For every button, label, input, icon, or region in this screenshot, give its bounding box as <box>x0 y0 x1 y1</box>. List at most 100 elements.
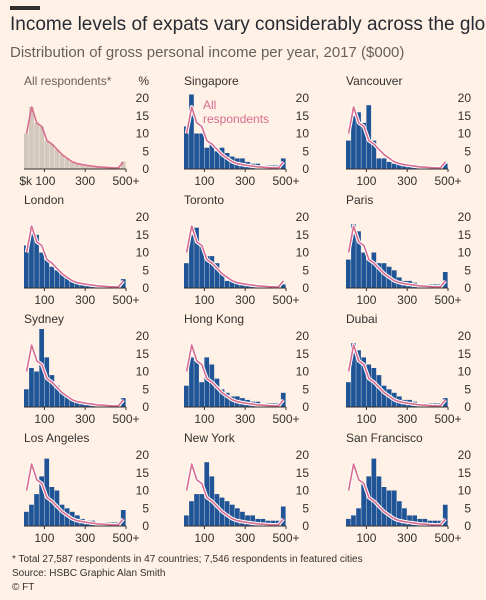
x-tick-label: 300 <box>235 412 255 426</box>
title-rule <box>10 6 40 10</box>
page-subtitle: Distribution of gross personal income pe… <box>10 44 405 61</box>
y-tick-label: 15 <box>136 109 150 123</box>
y-tick-label: 20 <box>136 210 150 224</box>
all-respondents-line <box>347 106 447 169</box>
histogram-bar <box>24 511 29 526</box>
y-tick-label: 5 <box>302 144 309 158</box>
histogram-bar <box>69 161 75 169</box>
histogram-bar <box>381 385 387 407</box>
histogram-bar <box>240 511 245 526</box>
histogram-bar <box>80 284 85 288</box>
histogram-bar <box>44 140 50 169</box>
x-tick-label: 100 <box>194 174 214 188</box>
all-respondents-line <box>185 225 285 288</box>
histogram-bar <box>189 94 194 169</box>
histogram-bar <box>219 389 225 407</box>
histogram-bar <box>34 122 39 169</box>
y-tick-label: 0 <box>302 281 309 295</box>
histogram-bar <box>381 487 387 526</box>
histogram-bar <box>189 357 194 407</box>
y-tick-label: 10 <box>458 246 472 260</box>
y-tick-label: 5 <box>464 382 471 396</box>
histogram-bar <box>356 112 361 169</box>
panel-title: Singapore <box>184 74 239 88</box>
histogram-bar <box>64 277 70 288</box>
histogram-bar <box>24 389 29 407</box>
histogram-bar <box>366 476 372 526</box>
histogram-bar <box>250 515 255 526</box>
panel-title: Hong Kong <box>184 312 244 326</box>
all-respondents-line <box>185 106 285 169</box>
histogram-bar <box>194 360 199 407</box>
y-tick-label: 20 <box>296 210 310 224</box>
histogram-bar <box>376 263 382 288</box>
all-respondents-line <box>25 463 125 526</box>
x-tick-label: 500+ <box>272 412 299 426</box>
histogram-bar <box>189 234 194 288</box>
histogram-bar <box>194 227 199 288</box>
histogram-bar <box>204 147 210 169</box>
all-respondents-line <box>185 344 285 407</box>
histogram-bar <box>371 368 377 407</box>
histogram-bar <box>34 234 39 288</box>
y-tick-label: 10 <box>136 246 150 260</box>
histogram-bar <box>214 263 220 288</box>
y-tick-label: 15 <box>458 466 472 480</box>
x-tick-label: 100 <box>356 293 376 307</box>
histogram-bar <box>199 245 204 288</box>
histogram-bar <box>366 259 372 288</box>
histogram-bar <box>59 273 65 288</box>
all-respondents-line <box>347 463 447 526</box>
histogram-bar <box>194 133 199 169</box>
histogram-bar <box>346 140 351 169</box>
histogram-bar <box>90 405 95 407</box>
histogram-bar <box>224 392 230 407</box>
histogram-bar <box>80 403 85 407</box>
histogram-bar <box>194 494 199 526</box>
x-tick-label: 500+ <box>112 174 139 188</box>
histogram-bar <box>224 153 230 169</box>
histogram-bar <box>346 382 351 407</box>
histogram-bar <box>240 284 245 288</box>
x-tick-label: 300 <box>397 531 417 545</box>
y-tick-label: 20 <box>136 329 150 343</box>
histogram-bar <box>199 494 204 526</box>
footnote-respondents: * Total 27,587 respondents in 47 countri… <box>12 554 363 565</box>
x-tick-label: 100 <box>356 412 376 426</box>
panel-title: Toronto <box>184 193 224 207</box>
histogram-bar <box>371 458 377 526</box>
legend-label-line2: respondents <box>203 112 269 126</box>
panel-title: Sydney <box>24 312 64 326</box>
histogram-bar <box>44 357 50 407</box>
legend-label-line1: All <box>203 98 216 112</box>
x-tick-label: 500+ <box>434 412 461 426</box>
y-tick-label: 5 <box>142 382 149 396</box>
y-tick-label: 5 <box>142 501 149 515</box>
y-tick-label: 10 <box>296 365 310 379</box>
y-tick-label: 0 <box>464 519 471 533</box>
panel-title: Los Angeles <box>24 431 89 445</box>
x-tick-label: 100 <box>34 293 54 307</box>
histogram-bar <box>80 164 85 169</box>
y-tick-label: 0 <box>464 281 471 295</box>
x-tick-label: 500+ <box>272 174 299 188</box>
histogram-bar <box>29 504 34 526</box>
y-tick-label: 5 <box>302 382 309 396</box>
panel-title: Dubai <box>346 312 377 326</box>
histogram-bar <box>351 224 356 288</box>
y-tick-label: 10 <box>458 484 472 498</box>
histogram-bar <box>49 375 55 407</box>
all-respondents-line <box>185 463 285 526</box>
histogram-bar <box>184 515 189 526</box>
histogram-bar <box>356 508 361 526</box>
histogram-bar <box>189 501 194 526</box>
x-tick-label: 300 <box>397 412 417 426</box>
histogram-bar <box>29 227 34 288</box>
histogram-bar <box>34 494 39 526</box>
y-tick-label: 5 <box>142 263 149 277</box>
histogram-bar <box>39 476 44 526</box>
x-tick-label: 300 <box>75 174 95 188</box>
histogram-bar <box>90 166 95 169</box>
x-tick-label: 300 <box>235 174 255 188</box>
